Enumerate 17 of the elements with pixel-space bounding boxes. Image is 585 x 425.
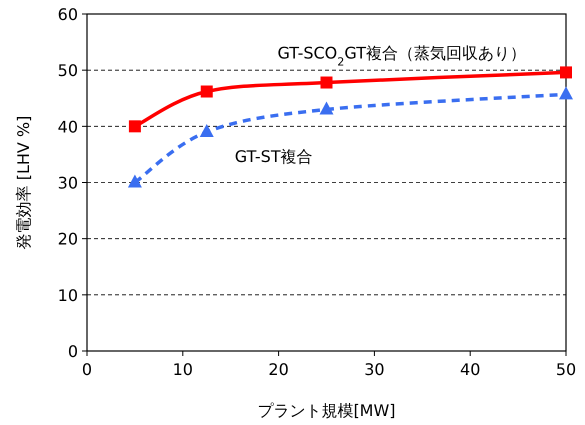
y-tick-label: 60: [58, 5, 78, 24]
y-tick-label: 50: [58, 61, 78, 80]
x-tick-label: 0: [82, 360, 92, 379]
x-tick-label: 20: [268, 360, 289, 379]
y-tick-label: 40: [58, 117, 78, 136]
y-tick-label: 10: [58, 286, 78, 305]
y-tick-label: 30: [58, 174, 78, 192]
x-axis-title: プラント規模[MW]: [257, 401, 396, 420]
x-tick-label: 40: [460, 360, 480, 379]
series-label: GT-SCO$_{2}$GT複合（蒸気回収あり）: [277, 43, 526, 68]
y-tick-label: 0: [68, 342, 78, 361]
y-axis-title: 発電効率 [LHV %]: [14, 116, 33, 250]
y-tick-label: 20: [58, 230, 78, 249]
x-tick-label: 30: [364, 360, 385, 379]
x-tick-label: 10: [172, 360, 193, 379]
x-tick-label: 50: [556, 360, 576, 379]
series-label: GT-ST複合: [234, 146, 313, 166]
